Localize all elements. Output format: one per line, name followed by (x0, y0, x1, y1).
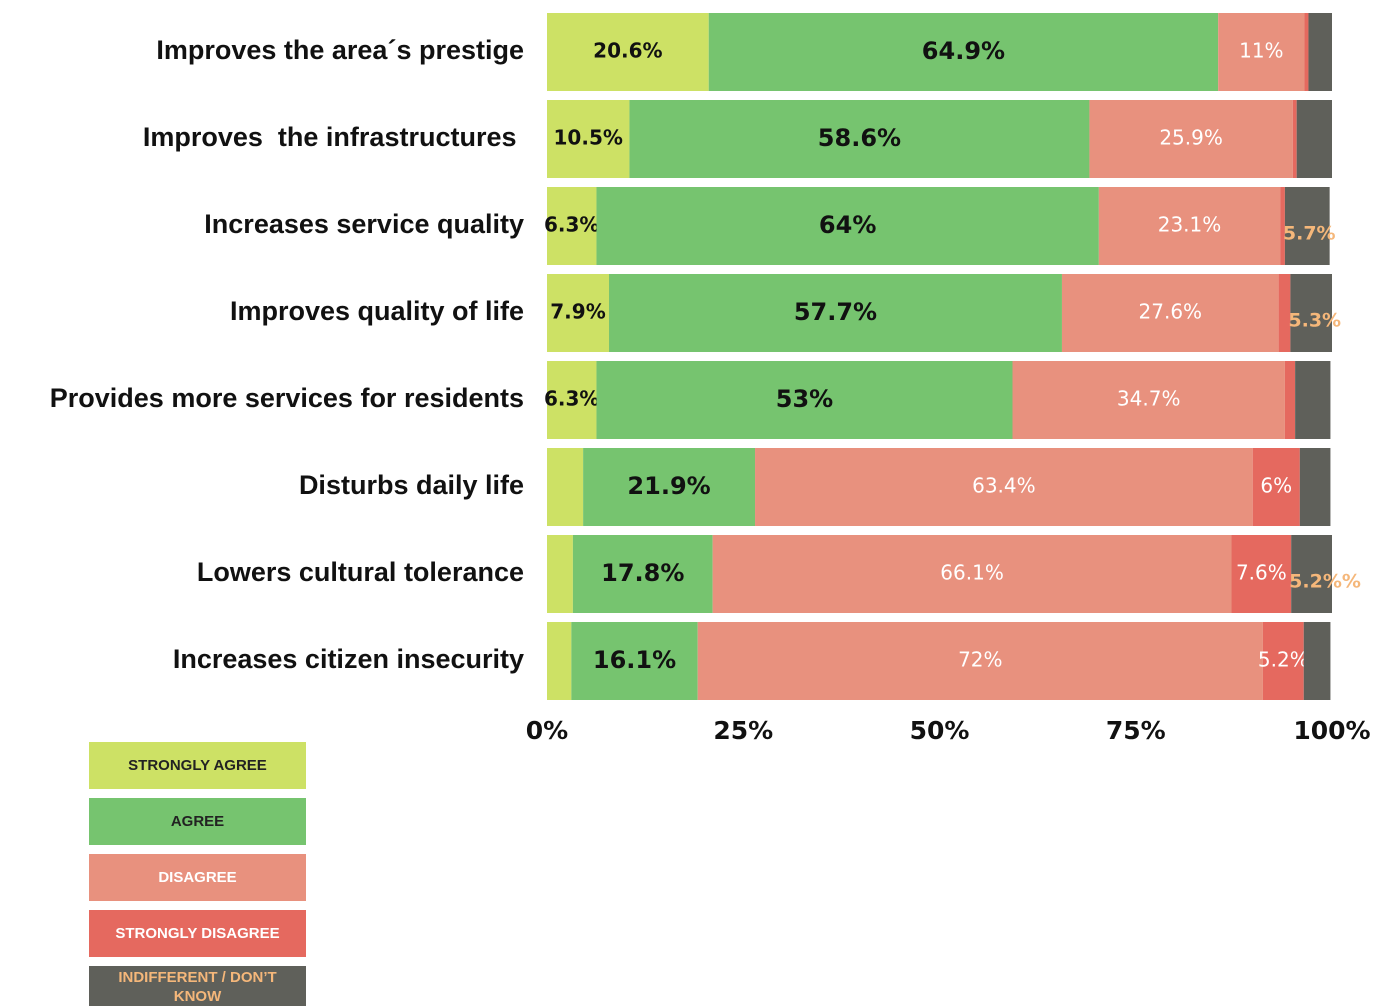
bar-segment (1252, 448, 1300, 526)
value-label: 34.7% (1117, 387, 1181, 411)
value-label: 57.7% (794, 298, 877, 326)
category-label: Improves the infrastructures (143, 122, 524, 152)
bar-segment (1098, 187, 1281, 265)
value-label: 7.9% (550, 300, 605, 324)
category-label: Improves the area´s prestige (156, 35, 524, 65)
bar-segment (1284, 361, 1296, 439)
bar-segment (1061, 274, 1279, 352)
value-label: 6.3% (544, 387, 599, 411)
value-label: 6% (1260, 474, 1292, 498)
bar-segment (1291, 535, 1332, 613)
value-label: 21.9% (627, 472, 710, 500)
value-label: 23.1% (1158, 213, 1222, 237)
value-label: 5.2% (1258, 648, 1309, 672)
bar-segment (571, 622, 698, 700)
bar-segment (547, 13, 709, 91)
value-label: 11% (1239, 39, 1283, 63)
bar-segment (547, 361, 597, 439)
x-tick-label: 75% (1106, 716, 1166, 745)
x-tick-label: 100% (1293, 716, 1370, 745)
value-label: 5.3% (1288, 310, 1341, 332)
bar-segment (547, 274, 610, 352)
bar-segment (755, 448, 1253, 526)
bar-segment (1284, 187, 1330, 265)
value-label: 5.7% (1283, 223, 1336, 245)
value-label: 17.8% (601, 559, 684, 587)
bar-segment (1290, 274, 1332, 352)
bar-segment (708, 13, 1219, 91)
value-label: 66.1% (940, 561, 1004, 585)
legend-item: STRONGLY DISAGREE (89, 910, 306, 957)
bar-segment (547, 622, 572, 700)
category-label: Increases service quality (204, 209, 524, 239)
bar-segment (1303, 622, 1331, 700)
x-tick-label: 0% (526, 716, 568, 745)
value-label: 58.6% (818, 124, 901, 152)
legend-item: DISAGREE (89, 854, 306, 901)
value-label: 64% (819, 211, 876, 239)
value-label: 63.4% (972, 474, 1036, 498)
legend-item: STRONGLY AGREE (89, 742, 306, 789)
bar-segment (1295, 361, 1331, 439)
bar-segment (1278, 274, 1291, 352)
bar-segment (1292, 100, 1297, 178)
bar-segment (1299, 448, 1331, 526)
value-label: 6.3% (544, 213, 599, 237)
bar-segment (1308, 13, 1332, 91)
category-label: Improves quality of life (230, 296, 524, 326)
value-label: 10.5% (554, 126, 623, 150)
bar-segment (547, 187, 597, 265)
bar-segment (1012, 361, 1285, 439)
legend-item: INDIFFERENT / DON’T KNOW (89, 966, 306, 1006)
bar-segment (596, 361, 1013, 439)
bar-segment (596, 187, 1099, 265)
value-label: 5.2%% (1289, 571, 1361, 593)
bar-segment (583, 448, 756, 526)
bar-segment (1089, 100, 1293, 178)
legend-item: AGREE (89, 798, 306, 845)
bar-segment (1296, 100, 1332, 178)
value-label: 53% (776, 385, 833, 413)
category-label: Provides more services for residents (50, 383, 524, 413)
bar-segment (697, 622, 1263, 700)
value-label: 7.6% (1236, 561, 1287, 585)
x-tick-label: 25% (713, 716, 773, 745)
value-label: 25.9% (1159, 126, 1223, 150)
value-label: 64.9% (922, 37, 1005, 65)
bar-segment (547, 100, 630, 178)
bar-segment (629, 100, 1090, 178)
bar-segment (572, 535, 713, 613)
x-tick-label: 50% (910, 716, 970, 745)
value-label: 72% (958, 648, 1002, 672)
bar-segment (1262, 622, 1304, 700)
bar-segment (1231, 535, 1292, 613)
value-label: 20.6% (593, 39, 662, 63)
bar-segment (547, 535, 573, 613)
bar-segment (712, 535, 1232, 613)
bar-segment (1218, 13, 1305, 91)
value-label: 27.6% (1139, 300, 1203, 324)
bar-segment (547, 448, 584, 526)
value-label: 16.1% (593, 646, 676, 674)
bar-segment (1304, 13, 1309, 91)
category-label: Increases citizen insecurity (173, 644, 524, 674)
category-label: Disturbs daily life (299, 470, 524, 500)
category-label: Lowers cultural tolerance (197, 557, 524, 587)
bar-segment (1280, 187, 1285, 265)
bar-segment (609, 274, 1062, 352)
